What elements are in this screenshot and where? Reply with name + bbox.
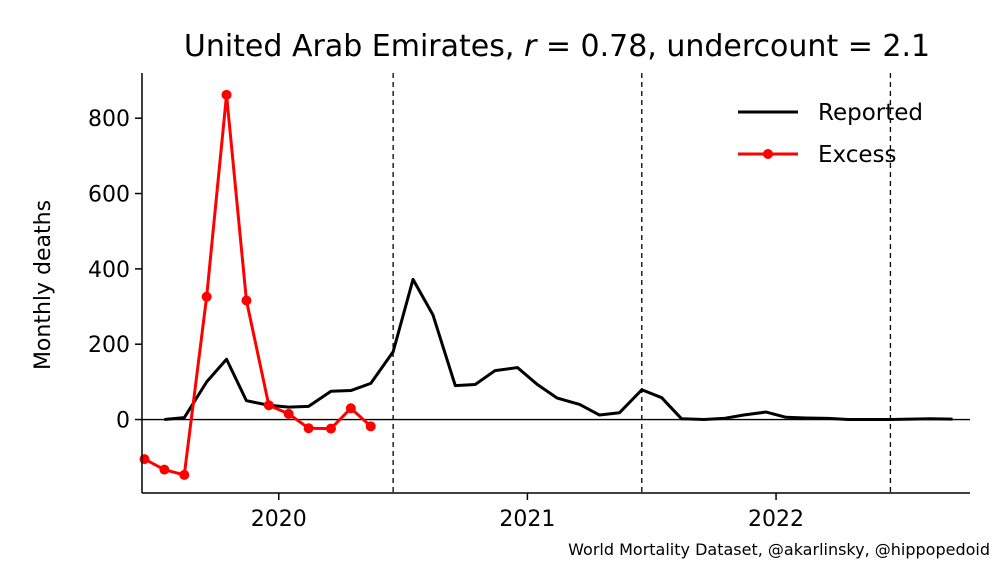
credit-text: World Mortality Dataset, @akarlinsky, @h… [568,540,990,559]
y-tick-label-0: 0 [116,409,130,434]
series-point-excess-11 [365,421,376,432]
series-point-excess-10 [345,403,356,414]
y-tick-label-600: 600 [88,183,130,208]
legend-label-excess: Excess [818,142,897,168]
series-line-reported [164,277,953,422]
series-point-excess-1 [159,464,170,475]
x-tick-label-2022: 2022 [748,507,804,532]
chart-title: United Arab Emirates, r = 0.78, undercou… [184,29,930,64]
y-tick-label-400: 400 [88,258,130,283]
plot-area [139,73,970,493]
y-tick-label-800: 800 [88,107,130,132]
y-axis-label: Monthly deaths [31,200,56,370]
x-tick-label-2021: 2021 [499,507,555,532]
legend-label-reported: Reported [818,100,923,126]
series-point-excess-3 [201,291,212,302]
series-point-excess-9 [325,423,336,434]
series-point-excess-5 [241,295,252,306]
series-point-excess-8 [303,423,314,434]
legend: Reported Excess [738,100,923,168]
series-point-excess-4 [221,89,232,100]
y-tick-label-200: 200 [88,333,130,358]
series-point-excess-6 [263,400,274,411]
series-point-excess-2 [179,469,190,480]
x-tick-label-2020: 2020 [251,507,307,532]
series-point-excess-7 [283,408,294,419]
series-point-excess-0 [139,454,150,465]
legend-marker-excess [763,149,773,159]
axes: 0 200 400 600 800 2020 2021 2022 [88,73,970,532]
